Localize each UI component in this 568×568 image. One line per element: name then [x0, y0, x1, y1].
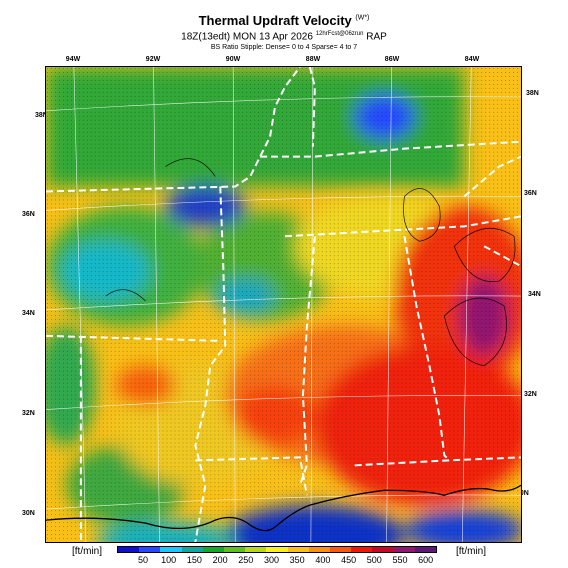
contour-2: [453, 228, 516, 283]
colorbar: [117, 546, 437, 553]
border-sc-ga: [483, 245, 521, 268]
bs-ratio-stipple: [46, 67, 521, 542]
colorbar-tick-label: 500: [366, 555, 382, 565]
gulf-coastline: [46, 484, 521, 532]
parallel-36n: [46, 195, 521, 211]
lat-label-left-32n: 32N: [22, 410, 35, 417]
graticule: [46, 67, 521, 542]
colorbar-tick-label: 550: [392, 555, 408, 565]
contour-5: [105, 289, 146, 302]
thermal-velocity-map: [45, 66, 522, 543]
colorbar-swatch: [266, 547, 288, 552]
lon-label-90w: 90W: [225, 56, 241, 63]
lat-label-right-32n: 32N: [524, 391, 537, 398]
colorbar-swatch: [393, 547, 415, 552]
colorbar-tick-label: 100: [161, 555, 177, 565]
colorbar-swatch: [414, 547, 437, 552]
parallel-34n: [46, 295, 521, 311]
colorbar-swatch: [287, 547, 309, 552]
lat-label-right-38n: 38N: [526, 90, 539, 97]
state-boundaries: [46, 67, 521, 542]
border-il-ky: [308, 67, 316, 147]
parallel-30n: [46, 494, 521, 510]
border-al-ga: [403, 236, 451, 462]
map-title: Thermal Updraft Velocity (W*): [0, 13, 568, 28]
colorbar-swatch: [351, 547, 373, 552]
parallel-32n: [46, 395, 521, 410]
lat-label-right-36n: 36N: [524, 190, 537, 197]
contour-4: [165, 158, 216, 177]
colorbar-tick-label: 50: [137, 555, 149, 565]
lon-label-86w: 86W: [384, 56, 400, 63]
map-subtitle: 18Z(13edt) MON 13 Apr 2026 12hrFcst@06zr…: [0, 31, 568, 42]
colorbar-swatch: [308, 547, 331, 552]
contour-3: [443, 297, 507, 367]
colorbar-tick-label: 200: [212, 555, 228, 565]
colorbar-tick-label: 450: [341, 555, 357, 565]
colorbar-unit-left: [ft/min]: [72, 546, 103, 557]
border-tn-south: [284, 215, 521, 238]
colorbar-swatch: [118, 547, 140, 552]
border-ar-la: [46, 334, 221, 342]
colorbar-unit-right: [ft/min]: [456, 546, 487, 557]
title-text: Thermal Updraft Velocity: [198, 13, 352, 28]
lat-label-right-34n: 34N: [528, 291, 541, 298]
colorbar-tick-label: 350: [289, 555, 305, 565]
colorbar-tick-label: 150: [186, 555, 202, 565]
colorbar-tick-label: 400: [315, 555, 331, 565]
lon-label-92w: 92W: [145, 56, 161, 63]
lat-label-left-38n: 38N: [35, 112, 48, 119]
colorbar-swatch: [330, 547, 352, 552]
subtitle-time: 18Z(13edt) MON 13 Apr 2026: [181, 31, 313, 43]
border-nc-va: [463, 155, 521, 198]
colorbar-swatch: [139, 547, 161, 552]
meridian-86w: [386, 67, 392, 542]
subtitle-run: 12hrFcst@06zrun: [315, 31, 364, 37]
colorbar-swatch: [181, 547, 203, 552]
lat-label-left-36n: 36N: [22, 211, 35, 218]
parallel-38n: [46, 96, 521, 112]
border-ky-tn: [260, 140, 521, 158]
border-fl-al-ga: [354, 456, 521, 467]
border-la-ms-south: [195, 456, 308, 496]
subtitle-model: RAP: [366, 31, 387, 43]
contour-lines: [105, 158, 516, 367]
lon-label-84w: 84W: [464, 56, 480, 63]
colorbar-tick-label: 250: [238, 555, 254, 565]
colorbar-swatch: [372, 547, 394, 552]
border-ms-al: [298, 236, 316, 486]
colorbar-swatch: [224, 547, 246, 552]
title-unit: (W*): [355, 14, 370, 22]
colorbar-swatch: [202, 547, 225, 552]
colorbar-swatch: [245, 547, 267, 552]
stipple-legend: BS Ratio Stipple: Dense= 0 to 4 Sparse= …: [210, 44, 358, 51]
lat-label-left-34n: 34N: [22, 310, 35, 317]
border-ar-ms-west: [194, 186, 227, 542]
lat-label-right-30n: 30N: [516, 490, 529, 497]
meridian-92w: [153, 67, 160, 542]
meridian-84w: [461, 67, 472, 542]
lon-label-88w: 88W: [305, 56, 321, 63]
border-mo-ar: [46, 67, 301, 193]
colorbar-swatch: [160, 547, 182, 552]
lat-label-left-30n: 30N: [22, 510, 35, 517]
colorbar-tick-label: 300: [263, 555, 280, 565]
colorbar-tick-label: 600: [418, 555, 434, 565]
lon-label-94w: 94W: [65, 56, 81, 63]
meridian-94w: [73, 67, 87, 542]
meridian-90w: [232, 67, 236, 542]
contour-1: [403, 188, 441, 242]
